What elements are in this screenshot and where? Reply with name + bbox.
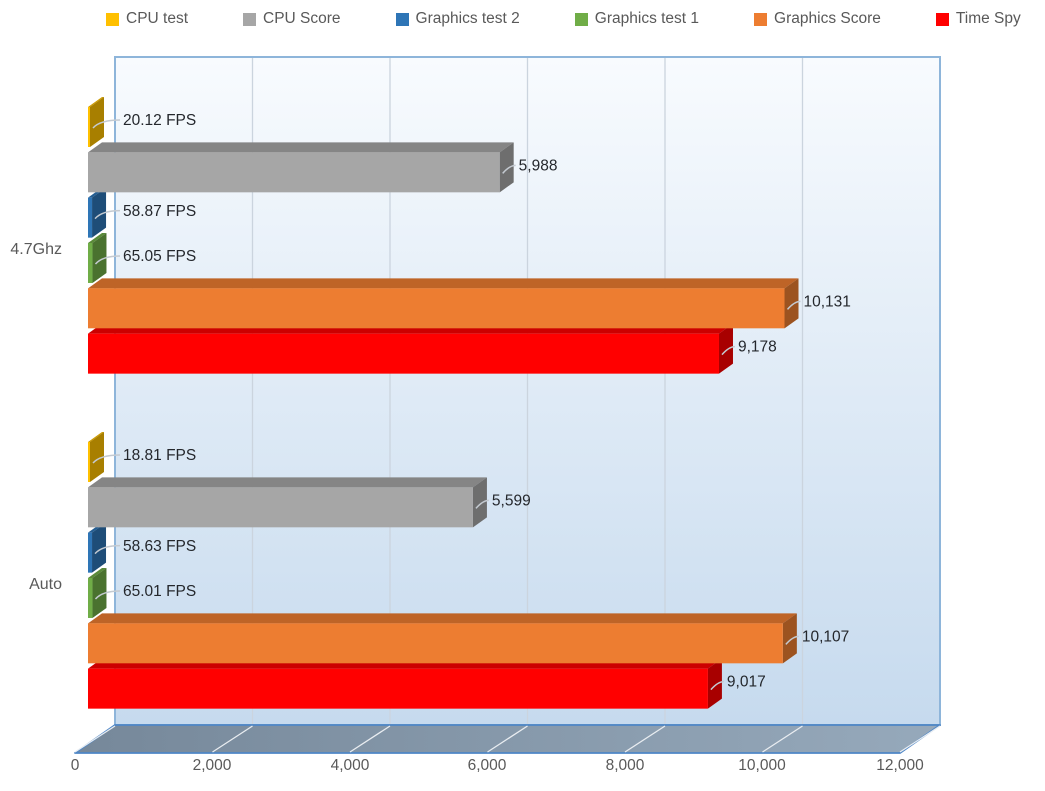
data-label-graphics-test-1-auto: 65.01 FPS	[123, 583, 196, 600]
floor-gridline	[624, 725, 666, 753]
chart-legend: CPU test CPU Score Graphics test 2 Graph…	[106, 6, 1021, 32]
leader-line	[785, 635, 799, 645]
bar-time-spy-4-7ghz	[88, 323, 733, 374]
leader-line	[94, 255, 121, 265]
leader-line	[475, 499, 489, 509]
bar-graphics-test-1-auto	[88, 567, 107, 618]
floor-gridline	[349, 725, 391, 753]
leader-line	[94, 209, 121, 220]
floor-gridline	[899, 725, 941, 753]
legend-label-cpu-test: CPU test	[126, 10, 189, 27]
legend-label-graphics-test-2: Graphics test 2	[415, 10, 520, 27]
legend-item-time-spy: Time Spy	[935, 10, 1021, 28]
bar-cpu-score-4-7ghz	[88, 142, 514, 193]
x-tick-6000: 6,000	[467, 757, 507, 774]
legend-swatch-cpu-score	[243, 12, 257, 26]
legend-label-cpu-score: CPU Score	[263, 10, 341, 27]
x-tick-2000: 2,000	[192, 757, 232, 774]
data-label-graphics-score-auto: 10,107	[802, 628, 849, 645]
leader-line	[92, 454, 121, 464]
x-tick-4000: 4,000	[330, 757, 370, 774]
data-label-graphics-test-2-auto: 58.63 FPS	[123, 538, 196, 555]
floor-gridline	[762, 725, 803, 753]
legend-item-cpu-test: CPU test	[106, 10, 188, 28]
legend-item-cpu-score: CPU Score	[243, 10, 341, 28]
data-label-cpu-score-auto: 5,599	[492, 492, 531, 509]
bar-graphics-score-4-7ghz	[88, 278, 799, 329]
legend-swatch-cpu-test	[106, 12, 119, 26]
bar-cpu-test-4-7ghz	[88, 97, 104, 147]
legend-swatch-time-spy	[935, 12, 949, 26]
data-label-time-spy-auto: 9,017	[727, 674, 766, 691]
leader-line	[710, 680, 724, 691]
data-label-graphics-test-1-4-7ghz: 65.05 FPS	[123, 248, 196, 265]
legend-swatch-graphics-test-1	[574, 12, 588, 26]
leader-line	[94, 544, 121, 555]
x-tick-8000: 8,000	[605, 757, 645, 774]
x-tick-12000: 12,000	[876, 757, 924, 774]
x-tick-0: 0	[70, 757, 80, 774]
bar-time-spy-auto	[88, 658, 722, 709]
x-tick-10000: 10,000	[738, 757, 786, 774]
bar-cpu-test-auto	[88, 432, 104, 482]
legend-label-time-spy: Time Spy	[955, 10, 1021, 27]
leader-line	[721, 345, 736, 356]
category-label-auto: Auto	[29, 576, 62, 593]
bar-graphics-score-auto	[88, 613, 797, 664]
legend-swatch-graphics-test-2	[395, 12, 409, 26]
data-label-graphics-test-2-4-7ghz: 58.87 FPS	[123, 203, 196, 220]
floor-gridline	[487, 725, 528, 753]
legend-swatch-graphics-score	[754, 12, 768, 26]
legend-label-graphics-test-1: Graphics test 1	[594, 10, 700, 27]
floor-gridline	[212, 725, 253, 753]
data-label-cpu-score-4-7ghz: 5,988	[519, 157, 558, 174]
legend-item-graphics-test-2: Graphics test 2	[395, 10, 520, 28]
data-label-time-spy-4-7ghz: 9,178	[738, 339, 777, 356]
floor-gridline	[74, 725, 116, 753]
leader-line	[92, 119, 121, 129]
data-label-graphics-score-4-7ghz: 10,131	[804, 293, 851, 310]
leader-line	[786, 300, 801, 310]
bar-graphics-test-1-4-7ghz	[88, 232, 107, 283]
legend-label-graphics-score: Graphics Score	[774, 10, 881, 27]
data-label-cpu-test-4-7ghz: 20.12 FPS	[123, 112, 196, 129]
data-label-cpu-test-auto: 18.81 FPS	[123, 447, 196, 464]
leader-line	[94, 590, 121, 600]
leader-line	[502, 164, 516, 174]
bar-cpu-score-auto	[88, 477, 487, 528]
legend-item-graphics-test-1: Graphics test 1	[574, 10, 700, 28]
category-label-47ghz: 4.7Ghz	[10, 241, 62, 258]
legend-item-graphics-score: Graphics Score	[754, 10, 881, 28]
